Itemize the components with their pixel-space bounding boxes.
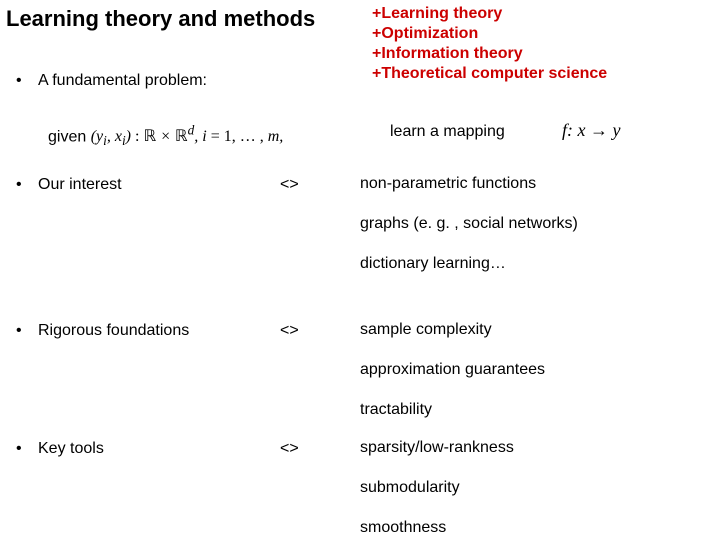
learn-mapping-label: learn a mapping [390,123,505,141]
bullet-text: Our interest [38,176,122,193]
bullet-interest: •Our interest [16,176,122,194]
separator: <> [280,322,299,340]
bullet-dot-icon: • [16,322,38,340]
rcol-item: sparsity/low-rankness [360,440,514,456]
rcol-item: approximation guarantees [360,362,545,378]
bullet-text: Key tools [38,440,104,457]
bullet-text: Rigorous foundations [38,322,189,339]
plus-item: +Learning theory [372,4,607,24]
bullet-foundations: •Rigorous foundations [16,322,189,340]
bullet-dot-icon: • [16,176,38,194]
rcol-item: sample complexity [360,322,545,338]
bullet-fundamental: •A fundamental problem: [16,72,207,90]
rcol-foundations: sample complexity approximation guarante… [360,322,545,418]
plus-item: +Information theory [372,44,607,64]
bullet-text: A fundamental problem: [38,72,207,89]
plus-topic-list: +Learning theory +Optimization +Informat… [372,4,607,84]
rcol-interest: non-parametric functions graphs (e. g. ,… [360,176,578,272]
rcol-tools: sparsity/low-rankness submodularity smoo… [360,440,514,536]
rcol-item: smoothness [360,520,514,536]
rcol-item: tractability [360,402,545,418]
plus-item: +Optimization [372,24,607,44]
slide-title: Learning theory and methods [6,6,315,32]
math-given: (yi, xi) : ℝ × ℝd, i = 1, … , m, [91,128,284,145]
bullet-dot-icon: • [16,72,38,90]
rcol-item: submodularity [360,480,514,496]
bullet-dot-icon: • [16,440,38,458]
rcol-item: non-parametric functions [360,176,578,192]
given-label: given [48,128,86,145]
separator: <> [280,440,299,458]
bullet-tools: •Key tools [16,440,104,458]
rcol-item: dictionary learning… [360,256,578,272]
separator: <> [280,176,299,194]
math-mapping: f: x → y [562,120,620,141]
rcol-item: graphs (e. g. , social networks) [360,216,578,232]
plus-item: +Theoretical computer science [372,64,607,84]
given-line: given (yi, xi) : ℝ × ℝd, i = 1, … , m, [48,123,283,150]
